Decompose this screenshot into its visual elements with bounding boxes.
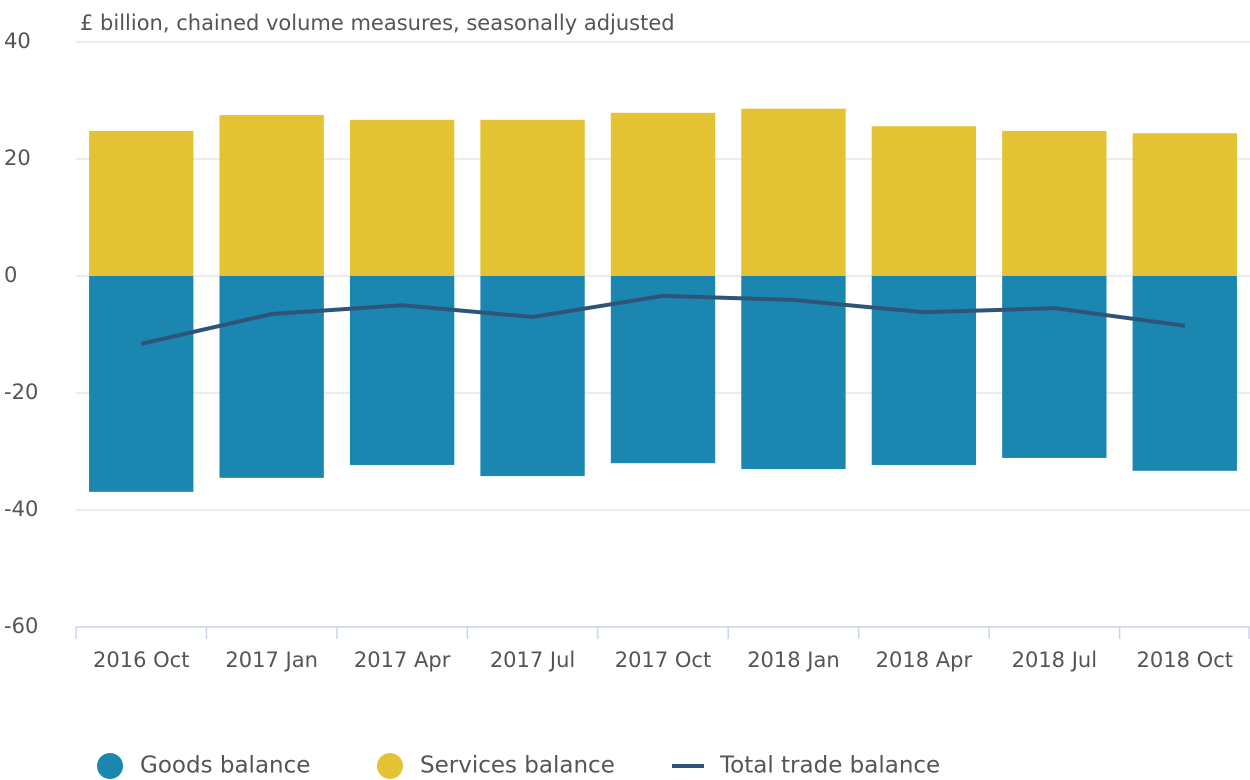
bar	[1002, 276, 1107, 458]
y-tick-label: 0	[4, 263, 17, 287]
x-tick-label: 2018 Oct	[1137, 648, 1233, 672]
bar	[1132, 276, 1237, 471]
legend-symbol	[377, 753, 403, 779]
bar	[741, 276, 846, 470]
line	[140, 293, 1186, 346]
bar	[89, 276, 194, 492]
bar	[219, 276, 324, 478]
bar	[349, 119, 455, 277]
y-tick-label: 40	[4, 29, 31, 53]
legend-label: Goods balance	[140, 753, 310, 779]
bar	[480, 119, 585, 277]
legend-symbol	[97, 753, 123, 779]
bar	[89, 130, 194, 276]
y-axis-label: £ billion, chained volume measures, seas…	[80, 11, 675, 35]
x-tick-label: 2018 Apr	[876, 648, 973, 672]
legend-label: Total trade balance	[719, 753, 940, 779]
y-tick-label: -40	[4, 497, 38, 521]
bar	[871, 126, 977, 277]
x-tick-label: 2017 Oct	[615, 648, 711, 672]
bar	[480, 276, 585, 477]
x-tick-label: 2018 Jan	[747, 648, 840, 672]
y-tick-label: -60	[4, 614, 38, 638]
x-tick-label: 2018 Jul	[1012, 648, 1097, 672]
x-tick-label: 2017 Jul	[490, 648, 575, 672]
bar	[219, 115, 324, 276]
x-tick-label: 2016 Oct	[93, 648, 189, 672]
y-tick-label: -20	[4, 380, 38, 404]
legend-label: Services balance	[420, 753, 615, 779]
bar	[1002, 130, 1107, 276]
bar	[741, 108, 846, 276]
x-tick-label: 2017 Apr	[354, 648, 451, 672]
bar	[610, 276, 716, 464]
y-tick-label: 20	[4, 146, 31, 170]
bar	[871, 276, 977, 465]
bar	[1132, 133, 1237, 276]
bar	[610, 112, 716, 276]
x-tick-label: 2017 Jan	[225, 648, 318, 672]
